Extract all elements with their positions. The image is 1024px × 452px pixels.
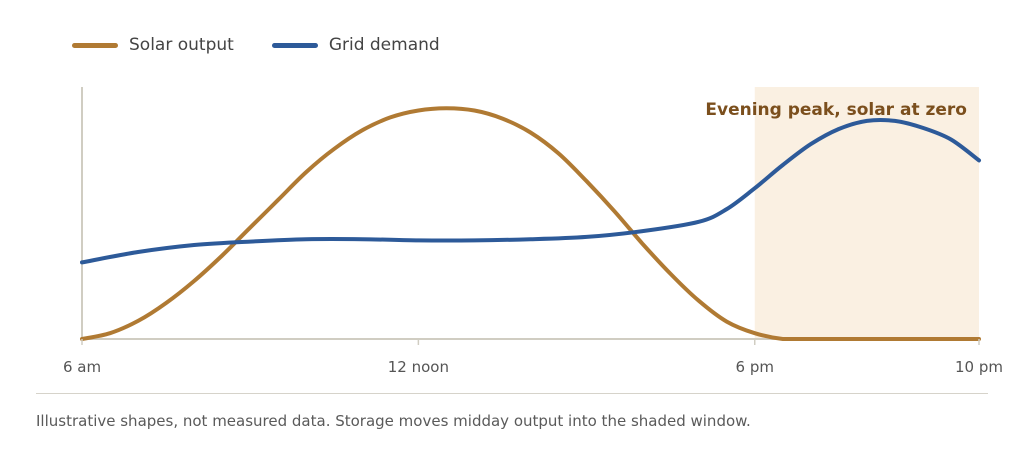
- legend-swatch-grid-demand: [271, 42, 318, 48]
- legend-label-solar-output: Solar output: [129, 35, 234, 55]
- series-line-solar-output: [80, 106, 981, 341]
- evening-peak-shaded-region: [754, 87, 979, 339]
- series-lines: [80, 106, 981, 341]
- shaded-region-label: Evening peak, solar at zero: [705, 100, 967, 120]
- legend-swatch-solar-output: [72, 42, 118, 48]
- legend-item-solar-output: Solar output: [72, 35, 234, 55]
- legend-item-grid-demand: Grid demand: [271, 35, 440, 55]
- x-tick-label: 6 am: [63, 358, 101, 376]
- x-tick-labels: 6 am 12 noon 6 pm 10 pm: [63, 339, 1003, 376]
- footnote-divider: [36, 393, 988, 394]
- series-line-grid-demand: [80, 118, 981, 265]
- legend: Solar output Grid demand: [72, 35, 478, 55]
- legend-label-grid-demand: Grid demand: [328, 35, 440, 55]
- footnote: Illustrative shapes, not measured data. …: [36, 412, 751, 430]
- x-tick-label: 6 pm: [736, 358, 774, 376]
- x-tick-label: 12 noon: [388, 358, 449, 376]
- x-tick-label: 10 pm: [955, 358, 1003, 376]
